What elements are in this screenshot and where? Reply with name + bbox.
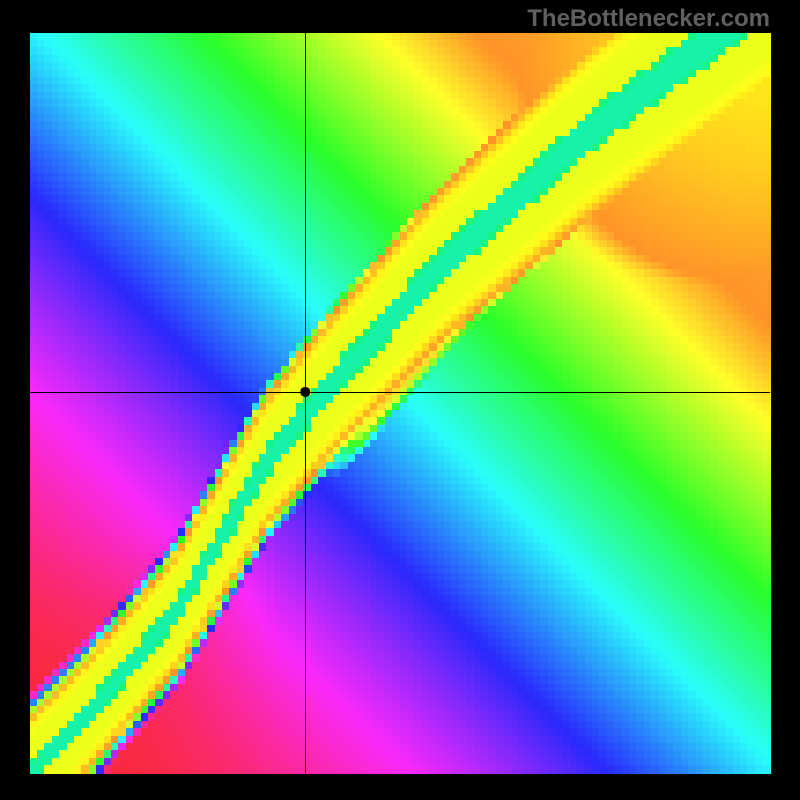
watermark-label: TheBottlenecker.com xyxy=(527,5,770,33)
bottleneck-heatmap xyxy=(0,0,800,800)
chart-container: TheBottlenecker.com xyxy=(0,0,800,800)
